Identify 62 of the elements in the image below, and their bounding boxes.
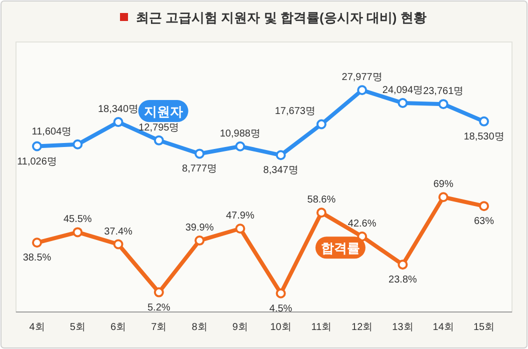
data-label: 38.5% [22, 252, 52, 264]
series-label: 지원자 [144, 104, 183, 120]
data-label: 58.6% [307, 194, 336, 206]
point [438, 192, 448, 202]
x-tick-label: 12회 [352, 322, 373, 333]
point [113, 239, 124, 250]
point [316, 208, 326, 218]
data-label: 27,977명 [342, 72, 382, 84]
data-label: 63% [474, 216, 494, 228]
point [32, 238, 42, 248]
data-label: 5.2% [148, 302, 170, 314]
point [194, 236, 205, 246]
x-tick-label: 15회 [473, 322, 495, 333]
x-tick-label: 10회 [270, 322, 292, 333]
data-label: 11,026명 [17, 156, 57, 168]
point [235, 224, 246, 234]
x-tick-label: 6회 [110, 322, 126, 333]
data-label: 8,347명 [263, 165, 298, 176]
x-tick-label: 5회 [70, 322, 86, 333]
chart-title: 최근 고급시험 지원자 및 합격률(응시자 대비) 현황 [136, 10, 426, 25]
x-tick-label: 14회 [432, 322, 454, 333]
data-label: 37.4% [104, 226, 133, 238]
x-tick-label: 9회 [232, 322, 248, 333]
data-label: 10,988명 [220, 128, 260, 140]
data-label: 24,094명 [382, 84, 424, 96]
point [72, 139, 83, 150]
point [438, 99, 448, 110]
point [235, 141, 246, 152]
data-label: 11,604명 [32, 126, 72, 138]
point [154, 287, 164, 298]
point [113, 117, 124, 128]
x-tick-label: 4회 [29, 322, 45, 333]
series-label: 합격률 [320, 240, 360, 256]
data-label: 23.8% [388, 274, 418, 286]
data-label: 18,530명 [464, 131, 504, 142]
x-tick-label: 11회 [311, 322, 332, 333]
point [479, 116, 489, 126]
data-label: 39.9% [185, 222, 214, 234]
point [154, 135, 164, 146]
data-label: 23,761명 [423, 86, 464, 98]
x-tick-label: 7회 [151, 322, 167, 333]
point [398, 98, 408, 108]
point [398, 260, 408, 270]
data-label: 47.9% [226, 210, 254, 222]
data-label: 4.5% [269, 303, 292, 314]
point [357, 85, 368, 96]
point [72, 227, 83, 238]
x-tick-label: 13회 [392, 322, 414, 333]
data-label: 17,673명 [274, 106, 316, 118]
data-label: 18,340명 [98, 104, 139, 116]
point [276, 288, 286, 298]
data-label: 8,777명 [182, 164, 218, 175]
point [32, 141, 42, 152]
point [194, 148, 205, 159]
point [276, 150, 286, 160]
data-label: 69% [433, 179, 454, 190]
point [479, 201, 489, 212]
data-label: 12,795명 [138, 122, 180, 134]
data-label: 42.6% [348, 218, 376, 230]
point [316, 119, 326, 130]
data-label: 45.5% [63, 214, 92, 226]
x-tick-label: 8회 [192, 322, 208, 333]
